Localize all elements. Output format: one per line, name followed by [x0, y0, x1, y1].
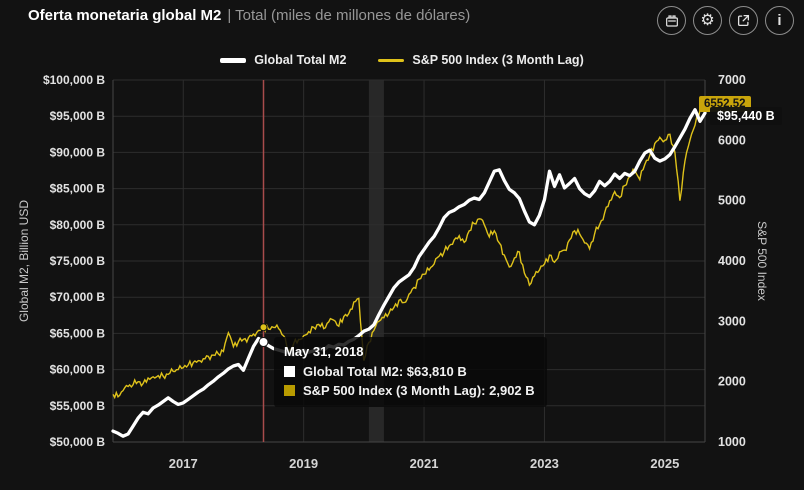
external-link-icon — [736, 13, 751, 28]
page-title: Oferta monetaria global M2 | Total (miles… — [28, 7, 470, 24]
sp500-hover-marker — [259, 323, 268, 332]
legend-item-sp500[interactable]: S&P 500 Index (3 Month Lag) — [378, 53, 584, 67]
left-axis-tick-label: $50,000 B — [50, 435, 106, 449]
x-axis-tick-label: 2023 — [530, 456, 559, 471]
right-axis-tick-label: 6000 — [718, 133, 746, 147]
left-axis-tick-label: $60,000 B — [50, 363, 106, 377]
toolbar: ⚙ i — [657, 6, 794, 35]
right-axis-tick-label: 1000 — [718, 435, 746, 449]
left-axis-tick-label: $100,000 B — [43, 73, 105, 87]
left-axis-tick-label: $90,000 B — [50, 145, 106, 159]
chart-subtitle: | Total (miles de millones de dólares) — [227, 7, 471, 24]
sp500-series-line — [112, 105, 706, 400]
legend-label-m2: Global Total M2 — [254, 53, 347, 67]
x-axis-tick-label: 2021 — [410, 456, 439, 471]
settings-button[interactable]: ⚙ — [693, 6, 722, 35]
x-axis-tick-label: 2017 — [169, 456, 198, 471]
m2-last-value-badge: $95,440 B — [710, 107, 782, 125]
left-axis-tick-label: $55,000 B — [50, 399, 106, 413]
right-axis-tick-label: 7000 — [718, 73, 746, 87]
x-axis-tick-label: 2019 — [289, 456, 318, 471]
chart-title: Oferta monetaria global M2 — [28, 7, 222, 24]
right-axis-tick-label: 2000 — [718, 375, 746, 389]
gear-icon: ⚙ — [700, 11, 715, 29]
legend-item-m2[interactable]: Global Total M2 — [220, 53, 346, 67]
x-axis-tick-label: 2025 — [650, 456, 679, 471]
camera-icon — [664, 13, 680, 29]
legend-label-sp500: S&P 500 Index (3 Month Lag) — [412, 53, 584, 67]
legend: Global Total M2 S&P 500 Index (3 Month L… — [0, 53, 804, 67]
right-axis-tick-label: 4000 — [718, 254, 746, 268]
info-icon: i — [777, 12, 782, 29]
export-button[interactable] — [729, 6, 758, 35]
left-axis-tick-label: $75,000 B — [50, 254, 106, 268]
info-button[interactable]: i — [765, 6, 794, 35]
left-axis-tick-label: $65,000 B — [50, 326, 106, 340]
m2-series-line — [111, 108, 707, 438]
right-axis-tick-label: 5000 — [718, 194, 746, 208]
sp500-line-swatch — [378, 58, 405, 62]
left-axis-tick-label: $85,000 B — [50, 182, 106, 196]
left-axis-tick-label: $80,000 B — [50, 218, 106, 232]
left-axis-tick-label: $70,000 B — [50, 290, 106, 304]
right-axis-tick-label: 3000 — [718, 314, 746, 328]
snapshot-button[interactable] — [657, 6, 686, 35]
left-axis-tick-label: $95,000 B — [50, 109, 106, 123]
m2-hover-marker — [258, 337, 269, 348]
m2-line-swatch — [220, 57, 247, 63]
